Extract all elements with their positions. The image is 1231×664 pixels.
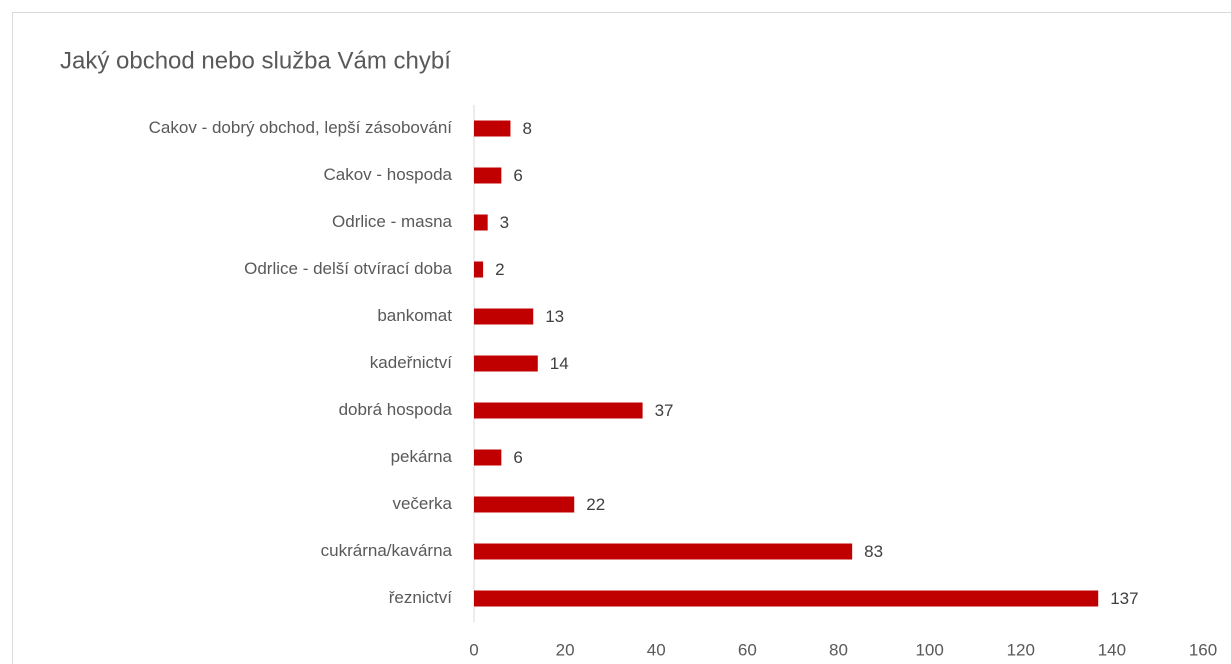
data-label: 14 [550, 354, 569, 373]
y-tick-label: Odrlice - masna [332, 212, 453, 231]
y-tick-label: kadeřnictví [370, 353, 452, 372]
data-label: 6 [513, 166, 522, 185]
bar [474, 167, 502, 184]
bar [474, 402, 643, 419]
data-label: 3 [500, 213, 509, 232]
bar [474, 590, 1099, 607]
data-label: 6 [513, 448, 522, 467]
y-tick-label: Odrlice - delší otvírací doba [244, 259, 452, 278]
y-tick-label: dobrá hospoda [339, 400, 453, 419]
x-tick-label: 0 [469, 640, 478, 659]
x-tick-label: 40 [647, 640, 666, 659]
data-label: 137 [1110, 589, 1138, 608]
bar [474, 308, 534, 325]
y-tick-label: cukrárna/kavárna [321, 541, 453, 560]
bar [474, 496, 575, 513]
chart-border [12, 12, 1231, 664]
y-tick-label: bankomat [377, 306, 452, 325]
data-label: 22 [586, 495, 605, 514]
bar [474, 355, 538, 372]
chart-title: Jaký obchod nebo služba Vám chybí [60, 47, 451, 74]
data-label: 83 [864, 542, 883, 561]
y-tick-label: Cakov - hospoda [323, 165, 452, 184]
data-label: 13 [545, 307, 564, 326]
x-tick-label: 160 [1189, 640, 1217, 659]
bar [474, 543, 853, 560]
bar [474, 449, 502, 466]
x-tick-label: 120 [1007, 640, 1035, 659]
bar [474, 214, 488, 231]
y-tick-label: řeznictví [389, 588, 453, 607]
data-label: 2 [495, 260, 504, 279]
y-tick-label: večerka [392, 494, 452, 513]
y-tick-label: pekárna [391, 447, 453, 466]
x-tick-label: 60 [738, 640, 757, 659]
data-label: 37 [655, 401, 674, 420]
data-label: 8 [522, 119, 531, 138]
x-tick-label: 140 [1098, 640, 1126, 659]
y-tick-label: Cakov - dobrý obchod, lepší zásobování [149, 118, 453, 137]
bar [474, 261, 484, 278]
x-tick-label: 100 [915, 640, 943, 659]
x-tick-label: 20 [556, 640, 575, 659]
x-tick-label: 80 [829, 640, 848, 659]
bar [474, 120, 511, 137]
